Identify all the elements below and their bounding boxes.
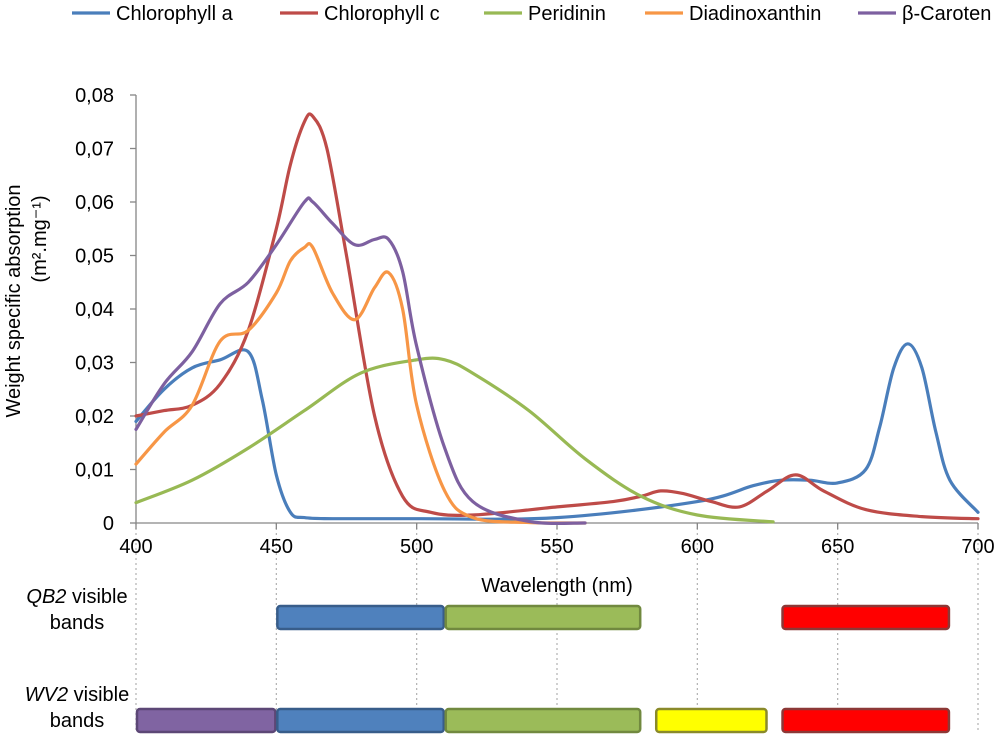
legend-item: Chlorophyll a [72, 3, 234, 25]
legend-item: β-Caroten [858, 3, 991, 25]
y-tick-label: 0 [103, 513, 114, 535]
y-tick-label: 0,01 [75, 460, 114, 482]
wv2-band-coastal [135, 707, 277, 734]
x-tick-label: 450 [260, 536, 293, 558]
band-bars [135, 604, 951, 734]
x-tick-label: 700 [961, 536, 994, 558]
y-tick-label: 0,04 [75, 299, 114, 321]
series-line-peridinin [134, 356, 775, 524]
x-tick-label: 400 [119, 536, 152, 558]
qb2-band-red [781, 604, 951, 631]
legend-item: Diadinoxanthin [645, 3, 821, 25]
qb2-sensor-name: QB2 [26, 586, 67, 608]
chart-axes [135, 95, 978, 524]
wv2-sensor-name: WV2 [24, 684, 69, 706]
series-line--caroten [134, 196, 587, 526]
y-tick-label: 0,02 [75, 406, 114, 428]
legend-label: Chlorophyll a [116, 3, 234, 25]
y-tick-label: 0,06 [75, 192, 114, 214]
wv2-band-label: WV2 visible bands [18, 682, 136, 734]
series-line-chlorophyll-c [134, 112, 980, 521]
y-tick-label: 0,05 [75, 246, 114, 268]
legend-item: Chlorophyll c [280, 3, 440, 25]
series-lines [134, 112, 980, 526]
series-line-chlorophyll-a [134, 342, 980, 521]
wv2-band-blue [276, 707, 445, 734]
wv2-band-yellow [654, 707, 768, 734]
qb2-band-green [444, 604, 642, 631]
y-axis-unit: (m².mg⁻¹) [29, 195, 51, 282]
chart-legend: Chlorophyll a Chlorophyll c Peridinin Diadi… [72, 3, 991, 25]
wv2-label-text: visible [68, 684, 130, 706]
y-tick-label: 0,03 [75, 353, 114, 375]
x-axis-title: Wavelength (nm) [481, 575, 633, 597]
qb2-label-text: visible [66, 586, 128, 608]
y-ticks: 0 0,01 0,02 0,03 0,04 0,05 0,06 0,07 0,08 [75, 85, 136, 535]
x-tick-label: 650 [821, 536, 854, 558]
x-ticks: 400 450 500 550 600 650 700 [119, 523, 995, 558]
y-axis-title: Weight specific absorption [3, 184, 25, 417]
wv2-label-line2: bands [49, 710, 105, 732]
qb2-band-blue [276, 604, 445, 631]
legend-label: Peridinin [528, 3, 606, 25]
x-tick-label: 550 [540, 536, 573, 558]
wv2-band-green [444, 707, 642, 734]
legend-label: Diadinoxanthin [689, 3, 821, 25]
y-tick-label: 0,07 [75, 139, 114, 161]
legend-label: Chlorophyll c [324, 3, 440, 25]
y-tick-label: 0,08 [75, 85, 114, 107]
legend-item: Peridinin [484, 3, 606, 25]
legend-label: β-Caroten [902, 3, 991, 25]
series-line-diadinoxanthin [134, 241, 587, 525]
wv2-band-red [781, 707, 951, 734]
x-tick-label: 600 [681, 536, 714, 558]
qb2-band-label: QB2 visible bands [18, 584, 136, 636]
qb2-label-line2: bands [49, 612, 105, 634]
x-tick-label: 500 [400, 536, 433, 558]
